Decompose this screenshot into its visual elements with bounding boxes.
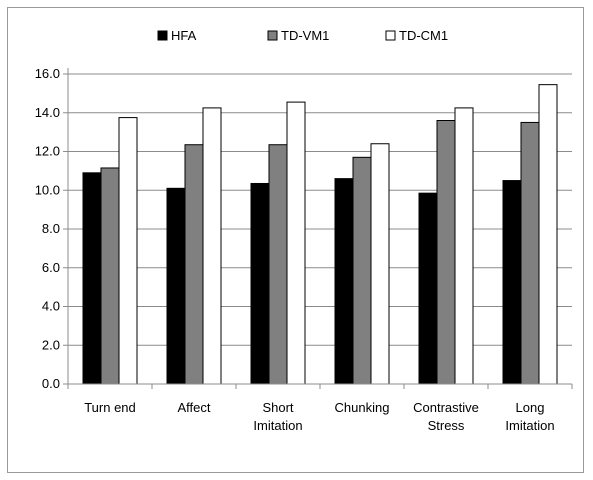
- legend-swatch-hfa: [157, 30, 168, 41]
- x-category-label-line: Imitation: [253, 418, 302, 433]
- bar-hfa-1: [166, 187, 186, 385]
- y-tick-label: 6.0: [42, 260, 60, 275]
- bar-hfa-3: [334, 178, 354, 385]
- y-axis-ticks: 0.0 2.0 4.0 6.0 8.0 10.0 12.0 14.0 16.0: [35, 66, 68, 391]
- legend-label-hfa: HFA: [171, 28, 197, 43]
- bar-td-cm1-5: [538, 84, 558, 385]
- axes: [67, 68, 573, 389]
- x-axis-labels: Turn end Affect Short Imitation Chunking Cont…: [84, 400, 554, 433]
- bar-td-vm1-5: [520, 121, 540, 385]
- gridlines: [68, 73, 572, 346]
- bar-td-vm1-4: [436, 120, 456, 385]
- legend-swatch-td-vm1: [267, 30, 278, 41]
- bar-td-vm1-1: [184, 144, 204, 385]
- bar-td-cm1-3: [370, 143, 390, 385]
- y-tick-label: 12.0: [35, 144, 60, 159]
- legend-swatch-td-cm1: [385, 30, 396, 41]
- bar-hfa-0: [82, 172, 102, 385]
- x-category-label-line: Contrastive: [413, 400, 479, 415]
- x-category-label: Long Imitation: [505, 400, 554, 433]
- x-category-label: Short Imitation: [253, 400, 302, 433]
- bar-td-cm1-1: [202, 107, 222, 385]
- chart-frame: [7, 7, 584, 473]
- bar-hfa-2: [250, 182, 270, 385]
- y-tick-label: 8.0: [42, 221, 60, 236]
- x-category-label-line: Turn end: [84, 400, 136, 415]
- x-category-label: Turn end: [84, 400, 136, 415]
- bar-td-cm1-2: [286, 101, 306, 385]
- bar-td-vm1-3: [352, 156, 372, 385]
- y-tick-label: 16.0: [35, 66, 60, 81]
- bar-td-vm1-0: [100, 167, 120, 385]
- x-category-label-line: Imitation: [505, 418, 554, 433]
- bar-td-cm1-0: [118, 117, 138, 385]
- y-tick-label: 0.0: [42, 376, 60, 391]
- y-tick-label: 2.0: [42, 337, 60, 352]
- bar-hfa-4: [418, 192, 438, 385]
- x-category-label: Contrastive Stress: [413, 400, 479, 433]
- x-category-label: Affect: [177, 400, 210, 415]
- y-tick-label: 4.0: [42, 299, 60, 314]
- bar-td-cm1-4: [454, 107, 474, 385]
- x-category-label-line: Short: [262, 400, 293, 415]
- legend-label-td-cm1: TD-CM1: [399, 28, 448, 43]
- x-category-label: Chunking: [335, 400, 390, 415]
- bar-td-vm1-2: [268, 144, 288, 385]
- y-tick-label: 14.0: [35, 105, 60, 120]
- bar-hfa-5: [502, 180, 522, 385]
- y-tick-label: 10.0: [35, 182, 60, 197]
- x-category-label-line: Affect: [177, 400, 210, 415]
- bars: [82, 84, 558, 385]
- legend-label-td-vm1: TD-VM1: [281, 28, 329, 43]
- x-category-label-line: Chunking: [335, 400, 390, 415]
- x-category-label-line: Stress: [428, 418, 465, 433]
- legend: HFA TD-VM1 TD-CM1: [157, 28, 448, 43]
- x-category-label-line: Long: [516, 400, 545, 415]
